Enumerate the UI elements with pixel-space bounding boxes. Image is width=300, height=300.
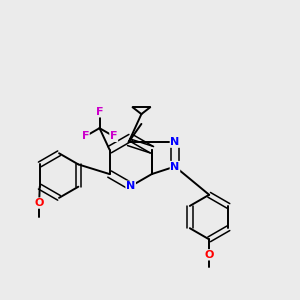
Text: N: N: [170, 161, 180, 172]
Text: N: N: [170, 137, 180, 147]
Text: O: O: [34, 198, 44, 208]
Text: F: F: [110, 131, 117, 141]
Text: O: O: [205, 250, 214, 260]
Text: F: F: [96, 107, 103, 117]
Text: N: N: [126, 181, 135, 191]
Text: F: F: [82, 131, 89, 141]
